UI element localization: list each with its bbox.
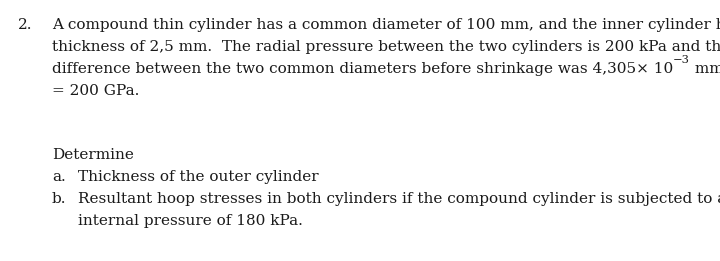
Text: b.: b. [52, 192, 66, 206]
Text: 2.: 2. [18, 18, 32, 32]
Text: mm. E: mm. E [690, 62, 720, 76]
Text: = 200 GPa.: = 200 GPa. [52, 84, 140, 98]
Text: −3: −3 [673, 55, 690, 65]
Text: A compound thin cylinder has a common diameter of 100 mm, and the inner cylinder: A compound thin cylinder has a common di… [52, 18, 720, 32]
Text: a.: a. [52, 170, 66, 184]
Text: thickness of 2,5 mm.  The radial pressure between the two cylinders is 200 kPa a: thickness of 2,5 mm. The radial pressure… [52, 40, 720, 54]
Text: difference between the two common diameters before shrinkage was 4,305× 10: difference between the two common diamet… [52, 62, 673, 76]
Text: Resultant hoop stresses in both cylinders if the compound cylinder is subjected : Resultant hoop stresses in both cylinder… [78, 192, 720, 206]
Text: Determine: Determine [52, 148, 134, 162]
Text: Thickness of the outer cylinder: Thickness of the outer cylinder [78, 170, 319, 184]
Text: internal pressure of 180 kPa.: internal pressure of 180 kPa. [78, 214, 303, 228]
